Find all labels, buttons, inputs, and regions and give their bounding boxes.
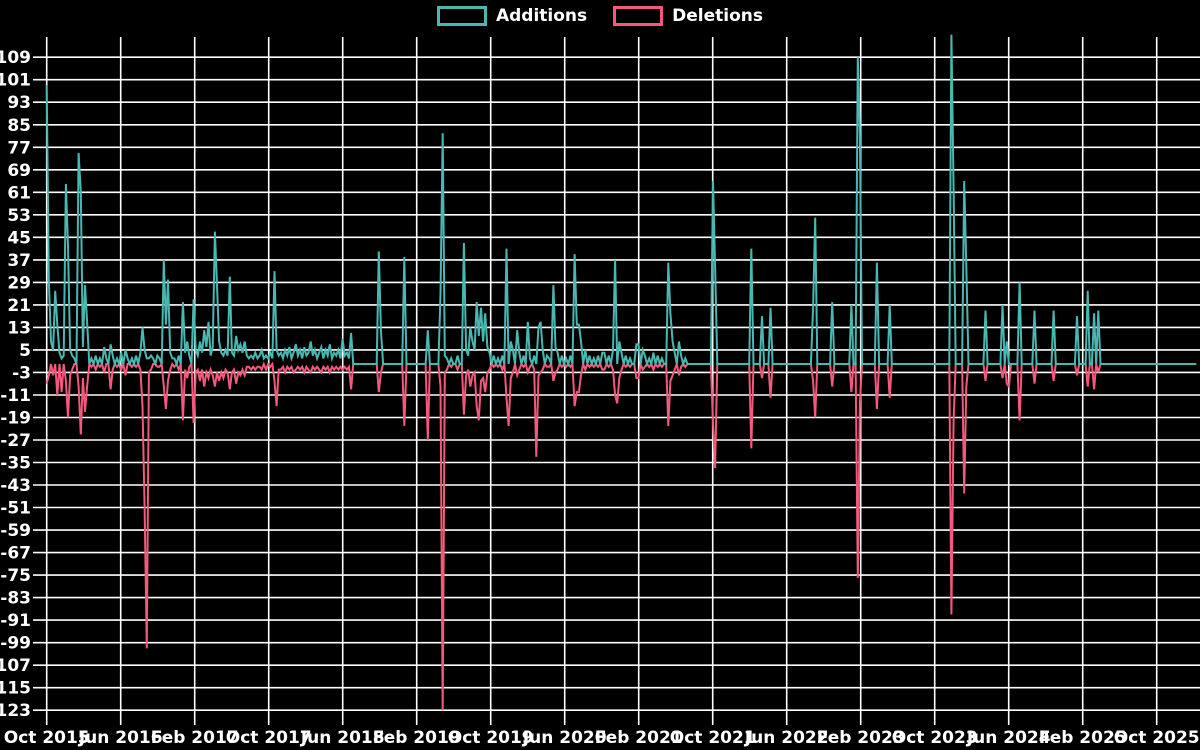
svg-text:Jun 2016: Jun 2016 <box>78 728 163 748</box>
svg-text:-115: -115 <box>0 679 31 699</box>
svg-text:29: 29 <box>7 273 31 293</box>
deletions-swatch-icon <box>613 6 664 26</box>
svg-text:61: 61 <box>7 183 31 203</box>
svg-text:-27: -27 <box>0 431 31 451</box>
chart-legend: Additions Deletions <box>0 6 1200 26</box>
svg-text:Oct 2025: Oct 2025 <box>1114 728 1200 748</box>
svg-text:Feb 2023: Feb 2023 <box>817 728 905 748</box>
svg-text:Feb 2017: Feb 2017 <box>151 728 239 748</box>
svg-text:45: 45 <box>7 228 31 248</box>
svg-text:Oct 2015: Oct 2015 <box>4 728 90 748</box>
svg-text:37: 37 <box>7 251 31 271</box>
svg-text:-19: -19 <box>0 408 31 428</box>
additions-swatch-icon <box>436 6 487 26</box>
svg-text:-59: -59 <box>0 521 31 541</box>
svg-text:-75: -75 <box>0 566 31 586</box>
series-line-deletions <box>45 360 1197 711</box>
svg-text:Feb 2025: Feb 2025 <box>1039 728 1127 748</box>
svg-text:-107: -107 <box>0 656 31 676</box>
svg-text:13: 13 <box>7 318 31 338</box>
svg-text:101: 101 <box>0 71 31 91</box>
svg-text:-83: -83 <box>0 589 31 609</box>
svg-text:109: 109 <box>0 48 31 68</box>
svg-text:77: 77 <box>7 138 31 158</box>
legend-item-additions[interactable]: Additions <box>436 5 588 26</box>
svg-text:69: 69 <box>7 161 31 181</box>
svg-text:-3: -3 <box>12 363 31 383</box>
svg-text:Jun 2022: Jun 2022 <box>744 728 829 748</box>
svg-text:-11: -11 <box>0 386 31 406</box>
legend-item-deletions[interactable]: Deletions <box>613 6 763 26</box>
svg-text:-51: -51 <box>0 498 31 518</box>
svg-text:93: 93 <box>7 93 31 113</box>
legend-label-deletions: Deletions <box>672 5 764 26</box>
svg-text:21: 21 <box>7 296 31 316</box>
grid <box>33 37 1200 725</box>
svg-text:-43: -43 <box>0 476 31 496</box>
svg-text:-35: -35 <box>0 453 31 473</box>
svg-text:-99: -99 <box>0 634 31 654</box>
svg-text:Oct 2021: Oct 2021 <box>670 728 756 748</box>
svg-text:Oct 2017: Oct 2017 <box>226 728 312 748</box>
svg-text:53: 53 <box>7 206 31 226</box>
svg-text:-123: -123 <box>0 701 31 721</box>
svg-text:-67: -67 <box>0 544 31 564</box>
svg-text:-91: -91 <box>0 611 31 631</box>
legend-label-additions: Additions <box>495 5 588 26</box>
svg-text:Jun 2024: Jun 2024 <box>966 728 1051 748</box>
svg-text:5: 5 <box>19 341 31 361</box>
svg-text:Jun 2020: Jun 2020 <box>522 728 607 748</box>
svg-text:Feb 2021: Feb 2021 <box>595 728 683 748</box>
svg-text:85: 85 <box>7 116 31 136</box>
svg-text:Oct 2023: Oct 2023 <box>892 728 978 748</box>
svg-text:Feb 2019: Feb 2019 <box>373 728 461 748</box>
svg-text:Oct 2019: Oct 2019 <box>448 728 534 748</box>
svg-text:Jun 2018: Jun 2018 <box>300 728 385 748</box>
series-line-additions <box>45 34 1197 368</box>
